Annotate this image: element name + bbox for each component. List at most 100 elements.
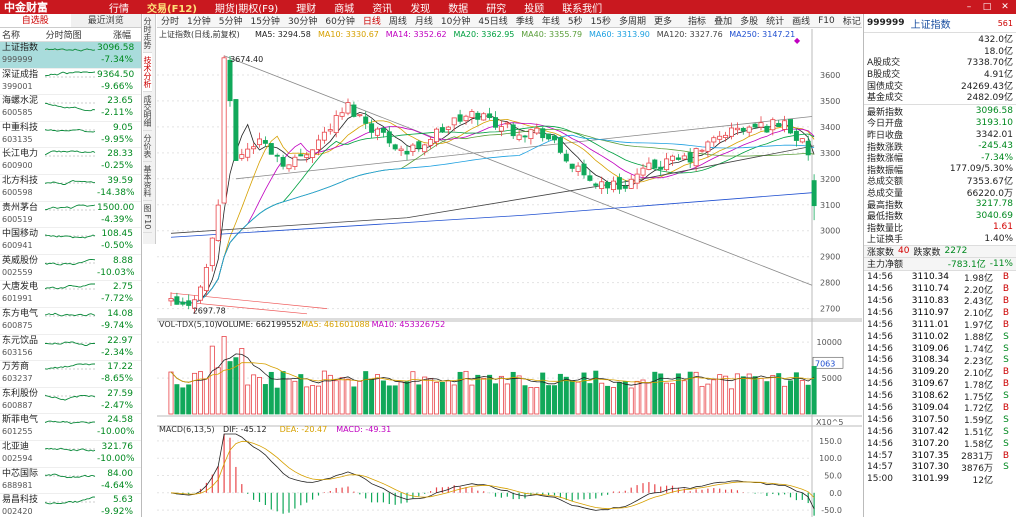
watchlist-row[interactable]: 上证指数 999999 3096.58 -7.34% — [0, 42, 141, 69]
stock-name-cell: 东方电气 600875 — [0, 308, 45, 334]
menu-item-5[interactable]: 资讯 — [372, 3, 393, 15]
tool-3[interactable]: 统计 — [766, 17, 785, 27]
tool-1[interactable]: 叠加 — [714, 17, 733, 27]
watchlist-row[interactable]: 深证成指 399001 9364.50 -9.66% — [0, 69, 141, 96]
period-6[interactable]: 日线 — [362, 17, 381, 27]
stock-name-cell: 中重科技 603135 — [0, 122, 45, 148]
volume-bar — [498, 375, 504, 415]
sparkline — [45, 122, 98, 148]
volume-bar — [209, 345, 215, 415]
tool-6[interactable]: 标记 — [842, 17, 861, 27]
tool-4[interactable]: 画线 — [792, 17, 811, 27]
watchlist-row[interactable]: 贵州茅台 600519 1500.00 -4.39% — [0, 202, 141, 229]
period-13[interactable]: 5秒 — [567, 17, 583, 27]
menu-item-8[interactable]: 研究 — [486, 3, 507, 15]
vtab-0[interactable]: 分时走势 — [143, 14, 152, 53]
period-5[interactable]: 60分钟 — [325, 17, 355, 27]
quote-stat-row: 基金成交 2482.09亿 — [864, 91, 1016, 103]
volume-bar — [646, 382, 652, 415]
watchlist-row[interactable]: 中国移动 600941 108.45 -0.50% — [0, 228, 141, 255]
period-2[interactable]: 5分钟 — [218, 17, 243, 27]
watchlist-row[interactable]: 中重科技 603135 9.05 -9.95% — [0, 122, 141, 149]
menu-item-3[interactable]: 理财 — [296, 3, 317, 15]
menu-item-4[interactable]: 商城 — [334, 3, 355, 15]
vtab-2[interactable]: 成交明细 — [143, 92, 152, 131]
stock-name-cell: 东元饮品 603156 — [0, 335, 45, 361]
menu-item-1[interactable]: 交易(F12) — [147, 3, 197, 15]
period-12[interactable]: 年线 — [541, 17, 560, 27]
period-15[interactable]: 多周期 — [619, 17, 647, 27]
period-10[interactable]: 45日线 — [478, 17, 508, 27]
watchlist-row[interactable]: 斯菲电气 601255 24.58 -10.00% — [0, 414, 141, 441]
menu-item-9[interactable]: 投顾 — [524, 3, 545, 15]
quote-stat-row: A股成交 7338.70亿 — [864, 56, 1016, 68]
period-0[interactable]: 分时 — [161, 17, 180, 27]
watchlist-row[interactable]: 易昌科技 002420 5.63 -9.92% — [0, 494, 141, 517]
watchlist-row[interactable]: 大唐发电 601991 2.75 -7.72% — [0, 281, 141, 308]
col-name-header[interactable]: 名称 — [2, 31, 21, 41]
tick-time: 14:56 — [867, 379, 893, 390]
period-4[interactable]: 30分钟 — [287, 17, 318, 27]
quote-stat-label: B股成交 — [867, 70, 901, 81]
tick-time: 14:57 — [867, 462, 893, 473]
period-14[interactable]: 15秒 — [590, 17, 612, 27]
quote-stat-row: 今日开盘 3193.10 — [864, 117, 1016, 130]
tool-5[interactable]: F10 — [818, 15, 835, 26]
watchlist-row[interactable]: 英威股份 002559 8.88 -10.03% — [0, 255, 141, 282]
watchlist-row[interactable]: 北亚迪 002594 321.76 -10.00% — [0, 441, 141, 468]
col-sparkline-header[interactable]: 分时简图 — [45, 31, 82, 41]
updown-bar: 涨家数 40 跌家数 2272 — [864, 244, 1016, 258]
quote-stat-row: 上证换手 1.40% — [864, 233, 1016, 246]
tool-0[interactable]: 指标 — [688, 17, 707, 27]
period-1[interactable]: 1分钟 — [187, 17, 211, 27]
kline-chart-svg[interactable]: 3600 3500 3400 3300 3200 3100 3000 2900 2800 2700… — [157, 29, 862, 517]
watchlist-row[interactable]: 长江电力 600900 28.33 -0.25% — [0, 148, 141, 175]
down-count-label: 跌家数 — [913, 247, 941, 258]
period-3[interactable]: 15分钟 — [250, 17, 280, 27]
menu-item-0[interactable]: 行情 — [109, 3, 129, 15]
quote-stat-label: 最低指数 — [867, 212, 904, 223]
watchlist-row[interactable]: 中芯国际 688981 84.00 -4.64% — [0, 468, 141, 495]
candle-body — [729, 127, 735, 137]
tick-time: 14:56 — [867, 319, 893, 330]
watchlist-tab-1[interactable]: 最近浏览 — [87, 16, 124, 26]
maximize-icon[interactable]: □ — [982, 2, 992, 12]
period-7[interactable]: 周线 — [388, 17, 407, 27]
watchlist-row[interactable]: 东元饮品 603156 22.97 -2.34% — [0, 335, 141, 362]
tool-2[interactable]: 多股 — [740, 17, 759, 27]
stock-pct: -4.39% — [101, 214, 133, 225]
menu-item-10[interactable]: 联系我们 — [562, 3, 603, 15]
stock-values: 22.97 -2.34% — [97, 335, 141, 361]
menu-item-7[interactable]: 数据 — [448, 3, 469, 15]
quote-stat-row: 总成交量 66220.0万 — [864, 187, 1016, 199]
vtab-5[interactable]: 图 F10 — [143, 201, 152, 234]
quote-stat-label: 指数振幅 — [867, 165, 904, 176]
watchlist-row[interactable]: 北方科技 600598 39.59 -14.38% — [0, 175, 141, 202]
col-pct-header[interactable]: 涨幅 — [112, 31, 131, 41]
watchlist-row[interactable]: 万芳商 603237 17.22 -8.65% — [0, 361, 141, 388]
close-icon[interactable]: ✕ — [1001, 2, 1009, 12]
quote-stat-label: 基金成交 — [867, 93, 904, 104]
candle-body — [510, 124, 516, 137]
vtab-3[interactable]: 分价表 — [143, 131, 152, 162]
stock-pct: -10.03% — [97, 267, 135, 278]
candle-body — [475, 112, 481, 120]
period-9[interactable]: 10分钟 — [440, 17, 471, 27]
watchlist-row[interactable]: 东方电气 600875 14.08 -9.74% — [0, 308, 141, 335]
candle-body — [811, 180, 817, 207]
minimize-icon[interactable]: – — [966, 2, 972, 12]
watchlist-tab-0[interactable]: 自选股 — [0, 14, 71, 27]
menu-item-2[interactable]: 期货|期权(F9) — [214, 3, 279, 15]
vtab-1[interactable]: 技术分析 — [143, 53, 152, 92]
quote-panel: 999999 上证指数 561 432.0亿 18.0亿 A股成交 7338.70亿… — [863, 14, 1016, 517]
period-11[interactable]: 季线 — [515, 17, 534, 27]
menu-item-6[interactable]: 发现 — [410, 3, 431, 15]
vtab-4[interactable]: 基本资料 — [143, 162, 152, 201]
kline-chart-area[interactable]: 3600 3500 3400 3300 3200 3100 3000 2900 2800 2700… — [157, 29, 862, 517]
stock-code: 002559 — [2, 267, 33, 277]
watchlist-row[interactable]: 海螺水泥 600585 23.65 -2.11% — [0, 95, 141, 122]
watchlist-row[interactable]: 东利股份 600887 27.59 -2.47% — [0, 388, 141, 415]
period-16[interactable]: 更多 — [654, 17, 673, 27]
menu-bar: 中金财富 行情 交易(F12) 期货|期权(F9) 理财 商城 资讯 发现 数据 研究 投顾 联系我… — [0, 0, 1016, 15]
period-8[interactable]: 月线 — [414, 17, 433, 27]
